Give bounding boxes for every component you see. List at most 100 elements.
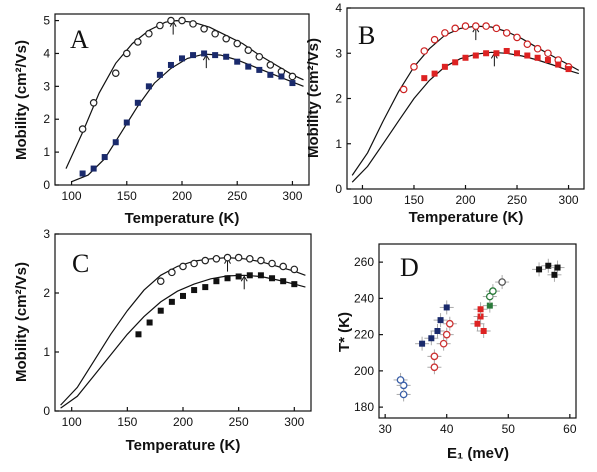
data-point xyxy=(439,339,448,348)
data-point xyxy=(474,320,481,327)
data-point xyxy=(257,256,265,265)
x-axis-label: Temperature (K) xyxy=(125,210,240,227)
x-tick-label: 200 xyxy=(172,189,192,203)
data-point xyxy=(89,98,98,107)
data-point xyxy=(461,22,470,30)
y-tick-label: 3 xyxy=(43,79,50,93)
x-tick-label: 300 xyxy=(559,193,579,207)
data-point xyxy=(533,44,542,53)
x-tick-label: 150 xyxy=(117,189,137,203)
plot-marks: 30 40 50 60 180 200 220 240 260 xyxy=(354,255,577,436)
data-point xyxy=(202,284,209,291)
data-point xyxy=(410,63,418,71)
y-tick-label: 260 xyxy=(354,255,374,269)
data-point xyxy=(101,154,108,161)
y-axis-label: Mobility (cm²/Vs) xyxy=(13,40,30,160)
panel-label: B xyxy=(358,21,375,50)
x-tick-label: 100 xyxy=(352,193,372,207)
data-point xyxy=(437,317,444,324)
data-point xyxy=(211,29,219,38)
data-point xyxy=(441,29,449,37)
x-tick-label: 100 xyxy=(62,189,82,203)
data-point xyxy=(135,331,142,338)
y-tick-label: 2 xyxy=(335,92,342,106)
x-tick-label: 150 xyxy=(404,193,424,207)
data-point xyxy=(134,38,142,46)
data-point xyxy=(245,254,254,263)
data-point xyxy=(430,352,439,361)
x-axis-label: E₁ (meV) xyxy=(447,445,509,462)
panel-label: A xyxy=(70,25,89,54)
data-point xyxy=(111,69,120,77)
y-tick-label: 2 xyxy=(43,112,50,126)
y-axis-label: T* (K) xyxy=(336,312,353,352)
data-point xyxy=(145,29,153,38)
data-point xyxy=(201,256,210,265)
data-point xyxy=(524,52,531,59)
data-point xyxy=(551,271,558,278)
data-point xyxy=(212,254,221,263)
data-point xyxy=(428,335,435,342)
data-point xyxy=(201,50,208,57)
x-tick-label: 300 xyxy=(282,189,302,203)
x-tick-label: 150 xyxy=(117,415,137,429)
data-point xyxy=(288,72,297,81)
data-point xyxy=(421,75,428,82)
data-point xyxy=(513,33,521,42)
peak-arrow-head xyxy=(240,275,248,282)
data-point xyxy=(445,319,454,328)
y-tick-label: 1 xyxy=(43,345,50,359)
data-point xyxy=(244,46,253,54)
x-axis-label: Temperature (K) xyxy=(126,437,241,454)
plot-marks: 100 150 200 250 300 0 1 2 3 xyxy=(43,227,306,429)
y-tick-label: 4 xyxy=(43,46,50,60)
x-tick-label: 40 xyxy=(440,422,454,436)
data-point xyxy=(234,253,243,262)
data-point xyxy=(489,287,497,295)
data-point xyxy=(278,73,285,80)
x-tick-label: 250 xyxy=(227,189,247,203)
data-point xyxy=(180,292,186,299)
data-point xyxy=(156,21,164,30)
data-point xyxy=(492,24,501,33)
data-point xyxy=(189,20,197,28)
data-point xyxy=(482,22,490,30)
x-tick-label: 200 xyxy=(173,415,193,429)
y-tick-label: 0 xyxy=(43,178,50,192)
y-tick-label: 3 xyxy=(335,46,342,60)
data-point xyxy=(168,268,176,277)
data-point xyxy=(430,35,439,44)
data-point xyxy=(190,259,198,268)
data-point xyxy=(544,57,551,64)
y-tick-label: 0 xyxy=(335,182,342,196)
y-tick-label: 220 xyxy=(354,328,374,342)
plot-frame xyxy=(378,243,577,419)
data-point xyxy=(451,24,459,33)
data-point xyxy=(168,298,175,305)
fit-line xyxy=(60,256,306,406)
y-tick-label: 2 xyxy=(43,286,50,300)
data-point xyxy=(167,61,174,68)
data-point xyxy=(212,52,219,59)
data-point xyxy=(493,50,500,57)
data-point xyxy=(420,47,429,55)
data-point xyxy=(246,272,253,279)
data-point xyxy=(200,24,208,33)
panel-c: C Temperature (K) Mobility (cm²/Vs) 100 1… xyxy=(13,227,312,454)
data-point xyxy=(179,262,187,271)
data-point xyxy=(269,275,276,282)
data-point xyxy=(536,266,543,273)
data-point xyxy=(434,328,441,334)
data-point xyxy=(280,278,287,285)
data-point xyxy=(452,59,459,66)
data-point xyxy=(431,70,438,77)
data-point xyxy=(223,253,232,262)
plot-frame xyxy=(346,7,585,190)
fit-line xyxy=(65,19,304,169)
data-point xyxy=(112,139,119,146)
plot-marks: 100 150 200 250 300 0 1 2 3 4 5 xyxy=(43,14,304,203)
x-tick-label: 250 xyxy=(229,415,249,429)
data-point xyxy=(268,259,276,268)
panel-label: C xyxy=(72,249,89,278)
